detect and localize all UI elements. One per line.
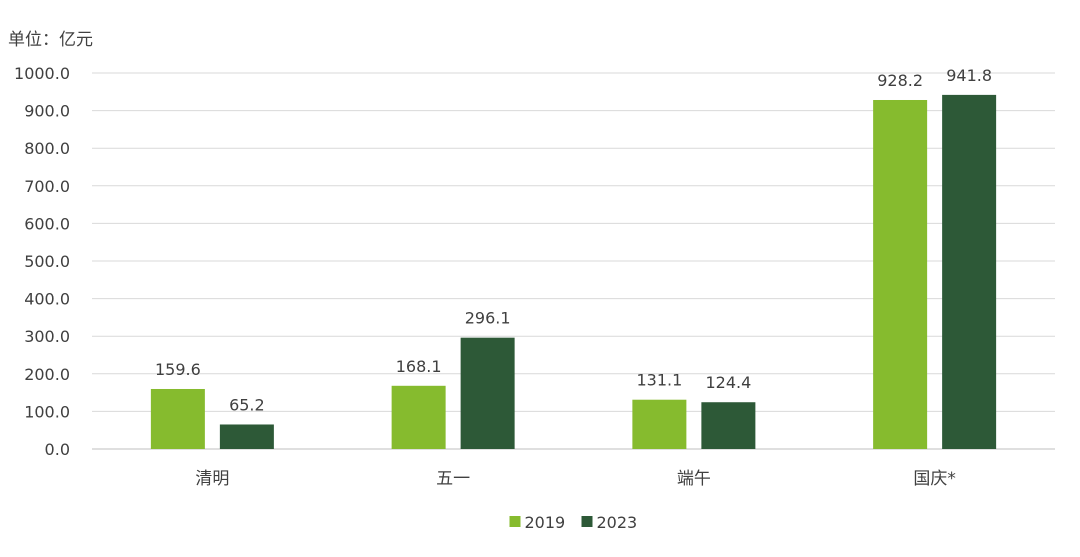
bars bbox=[150, 94, 997, 450]
data-label: 296.1 bbox=[465, 309, 511, 328]
legend-label: 2019 bbox=[525, 513, 566, 532]
category-label: 端午 bbox=[677, 469, 711, 489]
y-tick-label: 200.0 bbox=[24, 365, 70, 384]
y-tick-label: 900.0 bbox=[24, 102, 70, 121]
y-tick-label: 600.0 bbox=[24, 214, 70, 233]
data-label: 131.1 bbox=[636, 371, 682, 390]
data-labels: 159.6 65.2 168.1 296.1 131.1 124.4 928.2 941.8 bbox=[155, 66, 992, 415]
data-label: 941.8 bbox=[946, 66, 992, 85]
data-label: 124.4 bbox=[705, 373, 751, 392]
y-tick-label: 400.0 bbox=[24, 290, 70, 309]
category-label: 五一 bbox=[436, 469, 470, 489]
bar-2019-1 bbox=[391, 385, 446, 449]
legend-swatch bbox=[509, 516, 521, 527]
y-tick-label: 500.0 bbox=[24, 252, 70, 271]
y-axis: 0.0 100.0 200.0 300.0 400.0 500.0 600.0 700.0 80… bbox=[14, 64, 70, 459]
y-tick-label: 1000.0 bbox=[14, 64, 70, 83]
data-label: 168.1 bbox=[396, 357, 442, 376]
bar-2023-1 bbox=[460, 337, 515, 449]
bar-2019-2 bbox=[632, 399, 687, 449]
legend-item-2023: 2023 bbox=[581, 513, 638, 532]
bar-2019-3 bbox=[873, 99, 928, 450]
unit-label: 单位：亿元 bbox=[8, 30, 93, 50]
legend-label: 2023 bbox=[597, 513, 638, 532]
category-label: 清明 bbox=[195, 469, 229, 489]
legend-swatch bbox=[581, 516, 593, 527]
x-axis: 清明 五一 端午 国庆* bbox=[195, 469, 956, 489]
data-label: 65.2 bbox=[229, 395, 265, 414]
y-tick-label: 800.0 bbox=[24, 139, 70, 158]
y-tick-label: 0.0 bbox=[45, 440, 70, 459]
legend-item-2019: 2019 bbox=[509, 513, 566, 532]
bar-2023-0 bbox=[219, 424, 274, 449]
legend: 2019 2023 bbox=[509, 513, 638, 532]
y-tick-label: 700.0 bbox=[24, 177, 70, 196]
y-tick-label: 300.0 bbox=[24, 327, 70, 346]
bar-2023-3 bbox=[942, 94, 997, 449]
bar-2023-2 bbox=[701, 402, 756, 449]
y-tick-label: 100.0 bbox=[24, 402, 70, 421]
data-label: 928.2 bbox=[877, 71, 923, 90]
data-label: 159.6 bbox=[155, 360, 201, 379]
bar-2019-0 bbox=[150, 388, 205, 449]
category-label: 国庆* bbox=[913, 469, 956, 489]
